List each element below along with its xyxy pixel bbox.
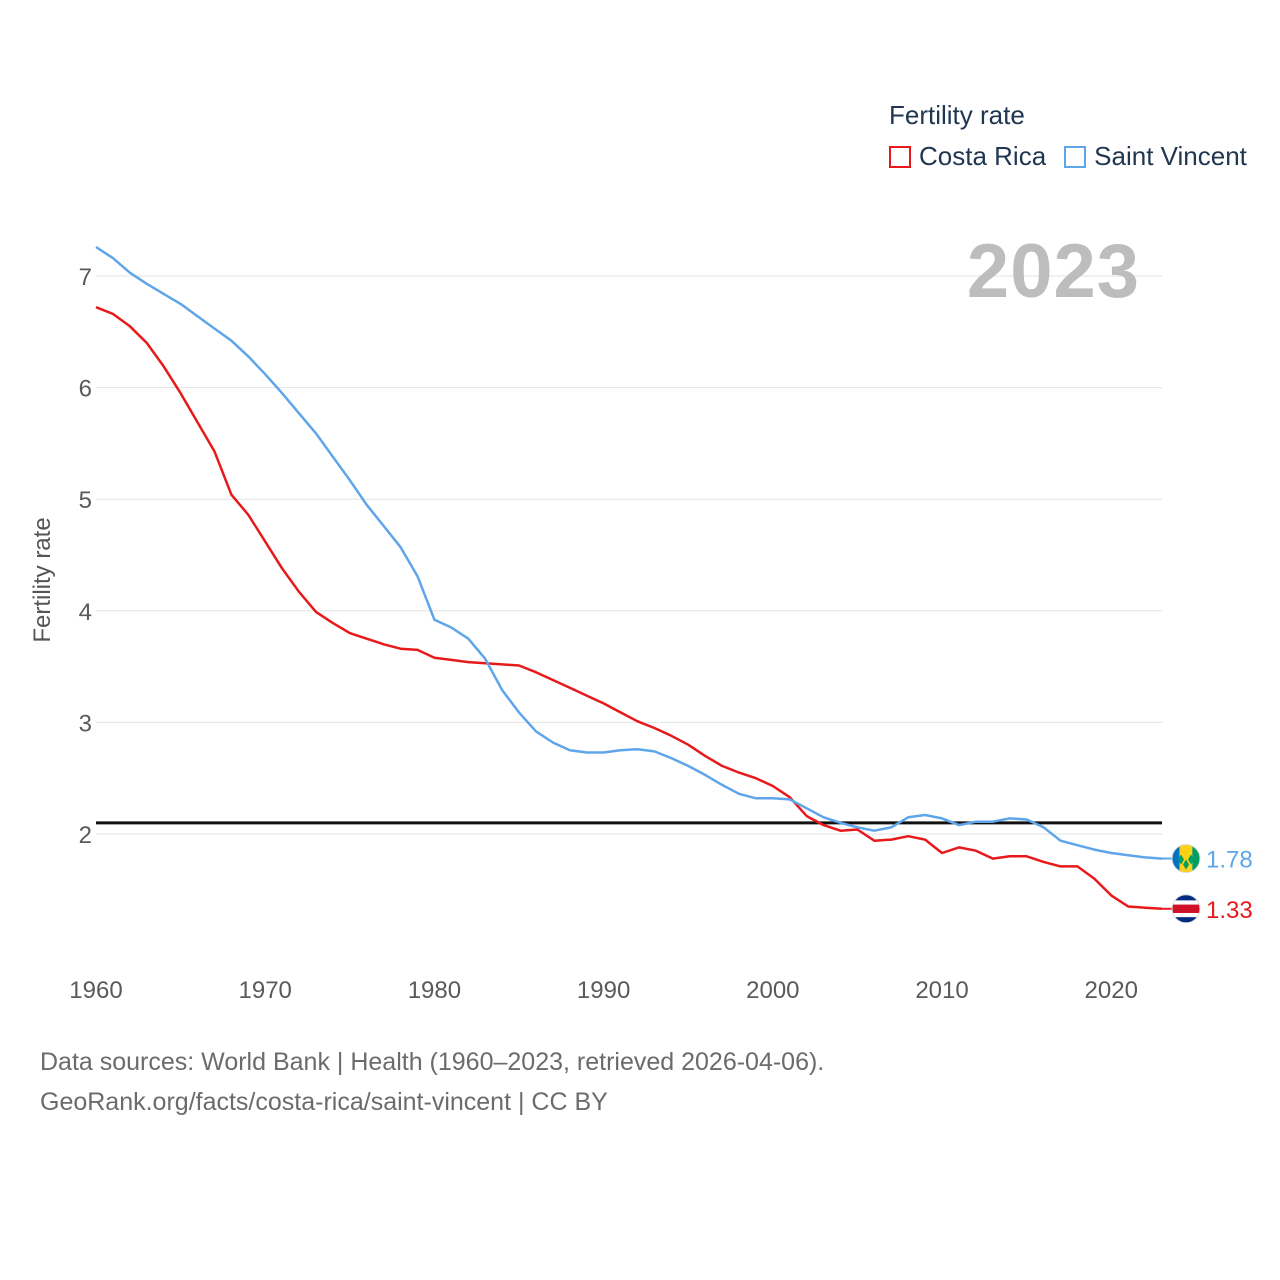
source-footer: Data sources: World Bank | Health (1960–…: [40, 1042, 824, 1122]
x-tick-label: 2010: [915, 977, 968, 1004]
legend: Fertility rate Costa Rica Saint Vincent: [889, 100, 1265, 172]
source-line-1: Data sources: World Bank | Health (1960–…: [40, 1048, 825, 1076]
x-axis-ticks: 1960 1970 1980 1990 2000 2010 2020: [69, 977, 1138, 1004]
x-tick-label: 1960: [69, 977, 122, 1004]
saint-vincent-flag: [1171, 844, 1201, 874]
series-lines: [95, 245, 1163, 911]
costa-rica-flag: [1171, 894, 1201, 924]
series-line-saint-vincent[interactable]: [95, 245, 1163, 860]
y-tick-label: 7: [79, 264, 92, 291]
x-tick-label: 2020: [1085, 977, 1138, 1004]
y-axis-ticks: 2 3 4 5 6 7: [79, 264, 92, 849]
y-tick-label: 6: [79, 376, 92, 403]
series-line-costa-rica[interactable]: [95, 306, 1163, 911]
year-label: 2023: [966, 229, 1140, 314]
y-tick-label: 2: [79, 822, 92, 849]
x-tick-label: 1970: [239, 977, 292, 1004]
source-line-2[interactable]: GeoRank.org/facts/costa-rica/saint-vince…: [40, 1088, 608, 1116]
legend-label-saint-vincent: Saint Vincent: [1094, 141, 1247, 171]
end-markers: 1.33 1.78: [1162, 844, 1253, 924]
end-value-saint-vincent: 1.78: [1206, 847, 1253, 874]
legend-item-costa-rica[interactable]: Costa Rica: [889, 141, 1046, 172]
x-tick-label: 1990: [577, 977, 630, 1004]
y-tick-label: 3: [79, 710, 92, 737]
y-axis-label: Fertility rate: [29, 517, 56, 643]
end-value-costa-rica: 1.33: [1206, 897, 1253, 924]
legend-swatch-costa-rica: [889, 145, 911, 168]
y-tick-label: 4: [79, 599, 92, 626]
grid-lines: [96, 275, 1162, 835]
y-tick-label: 5: [79, 487, 92, 514]
legend-swatch-saint-vincent: [1064, 145, 1087, 168]
x-tick-label: 1980: [408, 977, 461, 1004]
legend-title: Fertility rate: [889, 100, 1025, 130]
legend-label-costa-rica: Costa Rica: [919, 141, 1047, 171]
x-tick-label: 2000: [746, 977, 799, 1004]
legend-item-saint-vincent[interactable]: Saint Vincent: [1064, 141, 1247, 172]
